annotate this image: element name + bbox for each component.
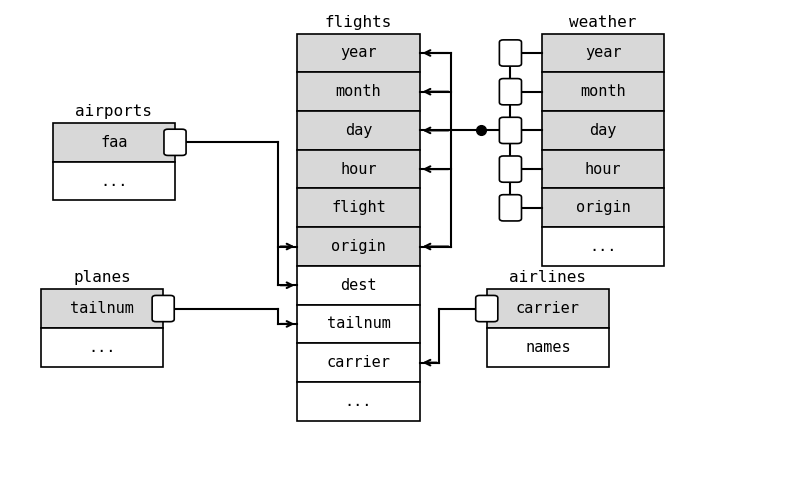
Text: origin: origin xyxy=(576,200,630,215)
Text: month: month xyxy=(336,84,381,99)
Bar xyxy=(542,227,664,266)
FancyBboxPatch shape xyxy=(476,295,498,322)
Text: hour: hour xyxy=(585,162,622,177)
FancyBboxPatch shape xyxy=(500,78,521,105)
FancyBboxPatch shape xyxy=(500,117,521,144)
Text: carrier: carrier xyxy=(326,355,390,370)
Text: year: year xyxy=(341,45,377,60)
Bar xyxy=(297,382,420,421)
Bar xyxy=(542,33,664,72)
Text: origin: origin xyxy=(331,239,386,254)
Bar xyxy=(487,328,609,367)
Text: dest: dest xyxy=(341,278,377,293)
Bar xyxy=(297,150,420,189)
Bar xyxy=(297,266,420,304)
Bar xyxy=(41,328,163,367)
Text: carrier: carrier xyxy=(516,301,580,316)
Bar xyxy=(41,289,163,328)
Text: faa: faa xyxy=(100,135,128,150)
Bar xyxy=(297,227,420,266)
Text: flight: flight xyxy=(331,200,386,215)
Bar xyxy=(542,189,664,227)
Bar xyxy=(53,162,175,201)
Text: month: month xyxy=(581,84,626,99)
Text: year: year xyxy=(585,45,622,60)
Bar xyxy=(297,111,420,150)
Text: weather: weather xyxy=(569,14,637,29)
Bar xyxy=(297,72,420,111)
Text: tailnum: tailnum xyxy=(70,301,134,316)
Bar xyxy=(297,304,420,343)
Bar xyxy=(542,111,664,150)
Bar xyxy=(297,343,420,382)
Text: airports: airports xyxy=(75,104,152,119)
Text: planes: planes xyxy=(73,270,131,285)
Text: airlines: airlines xyxy=(509,270,586,285)
Bar xyxy=(53,123,175,162)
Bar xyxy=(487,289,609,328)
Text: ...: ... xyxy=(345,394,372,409)
Bar xyxy=(297,33,420,72)
FancyBboxPatch shape xyxy=(164,129,186,156)
Text: ...: ... xyxy=(100,174,128,189)
Text: day: day xyxy=(589,123,617,138)
Text: flights: flights xyxy=(325,14,392,29)
Text: hour: hour xyxy=(341,162,377,177)
FancyBboxPatch shape xyxy=(500,40,521,66)
Text: names: names xyxy=(525,340,571,355)
Text: tailnum: tailnum xyxy=(326,316,390,331)
Bar xyxy=(297,189,420,227)
FancyBboxPatch shape xyxy=(500,156,521,182)
Text: ...: ... xyxy=(89,340,116,355)
Bar xyxy=(542,72,664,111)
Text: ...: ... xyxy=(589,239,617,254)
FancyBboxPatch shape xyxy=(500,195,521,221)
Bar xyxy=(542,150,664,189)
Text: day: day xyxy=(345,123,372,138)
FancyBboxPatch shape xyxy=(152,295,174,322)
